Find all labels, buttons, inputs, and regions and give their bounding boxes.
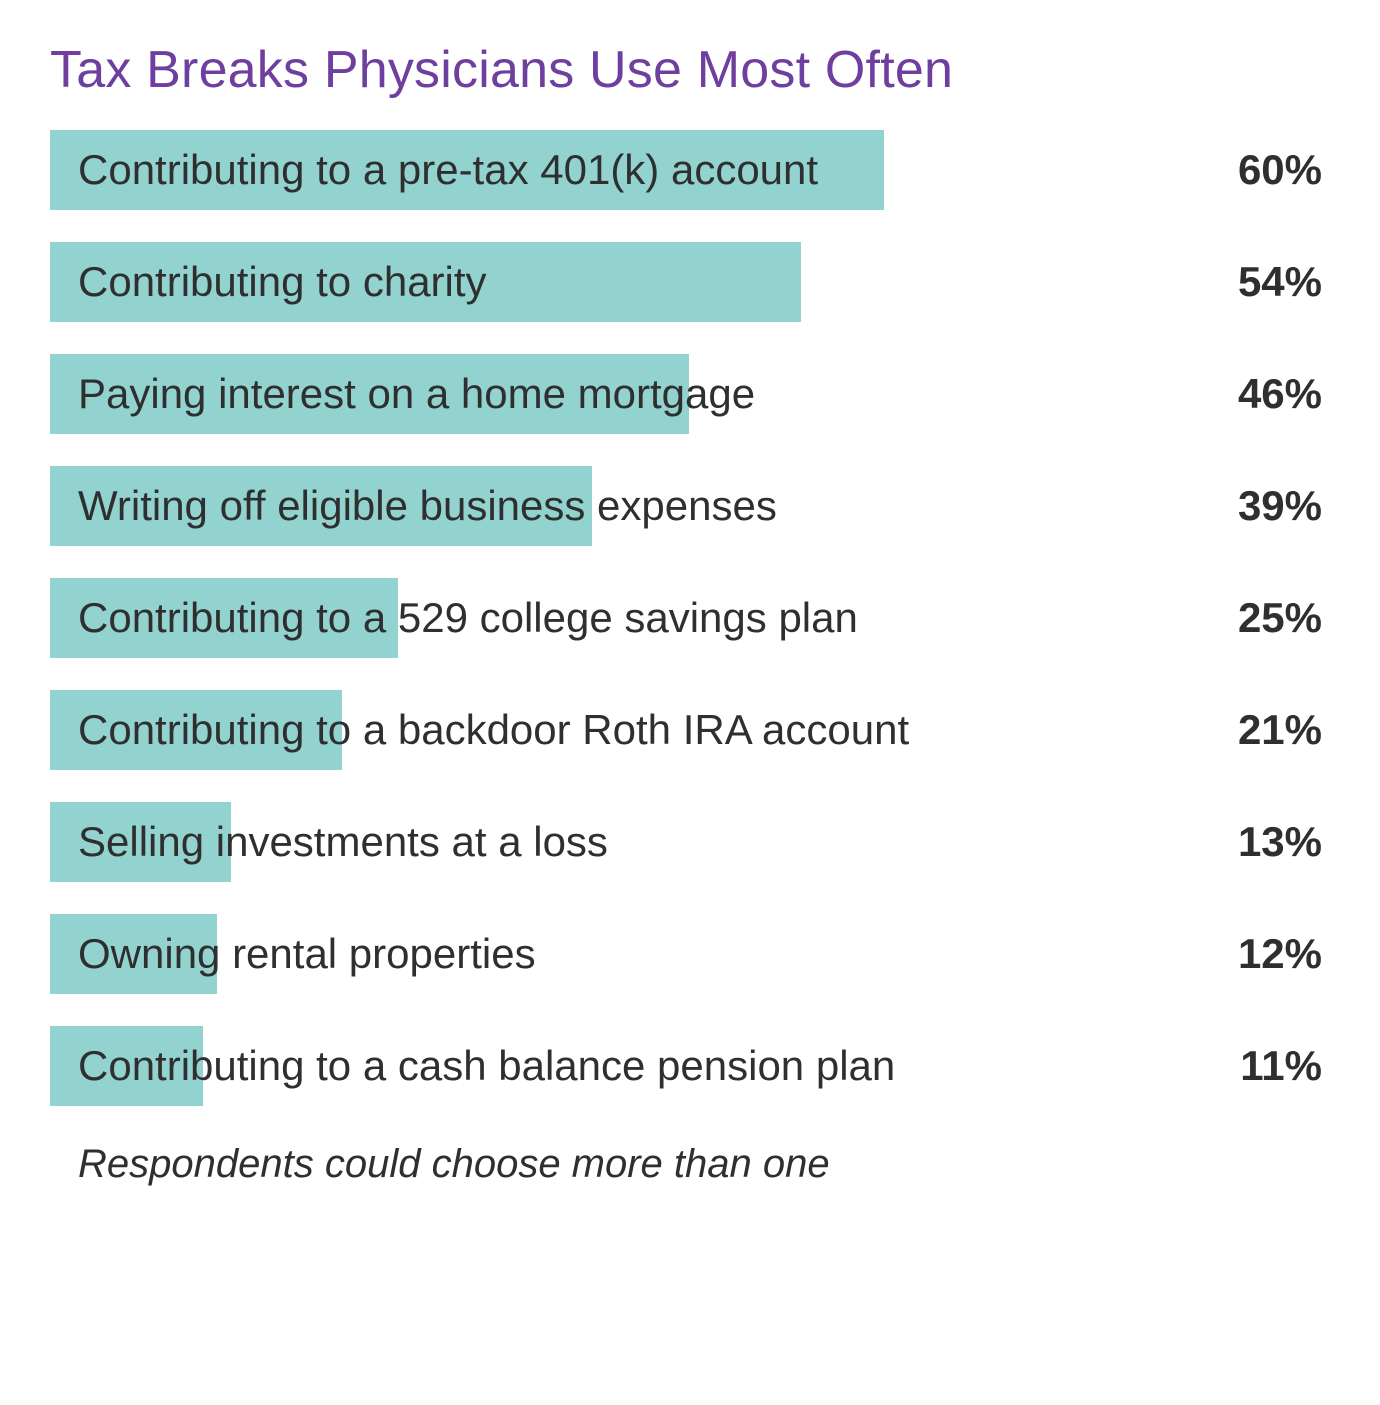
bar-track: Writing off eligible business expenses (50, 466, 1162, 546)
bar-label: Owning rental properties (50, 930, 536, 978)
bar-label: Contributing to charity (50, 258, 487, 306)
chart-row: Writing off eligible business expenses 39… (50, 466, 1330, 546)
bar-track: Contributing to charity (50, 242, 1162, 322)
bar-label: Paying interest on a home mortgage (50, 370, 755, 418)
bar-percent: 21% (1162, 706, 1330, 754)
chart-row: Paying interest on a home mortgage 46% (50, 354, 1330, 434)
tax-breaks-chart: Tax Breaks Physicians Use Most Often Con… (0, 0, 1380, 1237)
bar-percent: 46% (1162, 370, 1330, 418)
bar-track: Contributing to a backdoor Roth IRA acco… (50, 690, 1162, 770)
bar-percent: 11% (1162, 1042, 1330, 1090)
chart-row: Contributing to a backdoor Roth IRA acco… (50, 690, 1330, 770)
bar-track: Paying interest on a home mortgage (50, 354, 1162, 434)
bar-track: Owning rental properties (50, 914, 1162, 994)
chart-row: Selling investments at a loss 13% (50, 802, 1330, 882)
bar-percent: 13% (1162, 818, 1330, 866)
bar-label: Contributing to a 529 college savings pl… (50, 594, 858, 642)
bar-track: Selling investments at a loss (50, 802, 1162, 882)
bar-track: Contributing to a pre-tax 401(k) account (50, 130, 1162, 210)
bar-label: Selling investments at a loss (50, 818, 608, 866)
bar-track: Contributing to a cash balance pension p… (50, 1026, 1162, 1106)
chart-row: Contributing to charity 54% (50, 242, 1330, 322)
chart-row: Owning rental properties 12% (50, 914, 1330, 994)
chart-row: Contributing to a cash balance pension p… (50, 1026, 1330, 1106)
bar-percent: 39% (1162, 482, 1330, 530)
chart-row: Contributing to a 529 college savings pl… (50, 578, 1330, 658)
bar-track: Contributing to a 529 college savings pl… (50, 578, 1162, 658)
chart-title: Tax Breaks Physicians Use Most Often (50, 40, 1330, 100)
bar-percent: 54% (1162, 258, 1330, 306)
bar-percent: 25% (1162, 594, 1330, 642)
chart-rows: Contributing to a pre-tax 401(k) account… (50, 130, 1330, 1106)
bar-percent: 60% (1162, 146, 1330, 194)
bar-percent: 12% (1162, 930, 1330, 978)
bar-label: Contributing to a backdoor Roth IRA acco… (50, 706, 909, 754)
bar-label: Contributing to a pre-tax 401(k) account (50, 146, 818, 194)
bar-label: Writing off eligible business expenses (50, 482, 777, 530)
bar-label: Contributing to a cash balance pension p… (50, 1042, 895, 1090)
chart-footnote: Respondents could choose more than one (50, 1142, 1330, 1187)
chart-row: Contributing to a pre-tax 401(k) account… (50, 130, 1330, 210)
